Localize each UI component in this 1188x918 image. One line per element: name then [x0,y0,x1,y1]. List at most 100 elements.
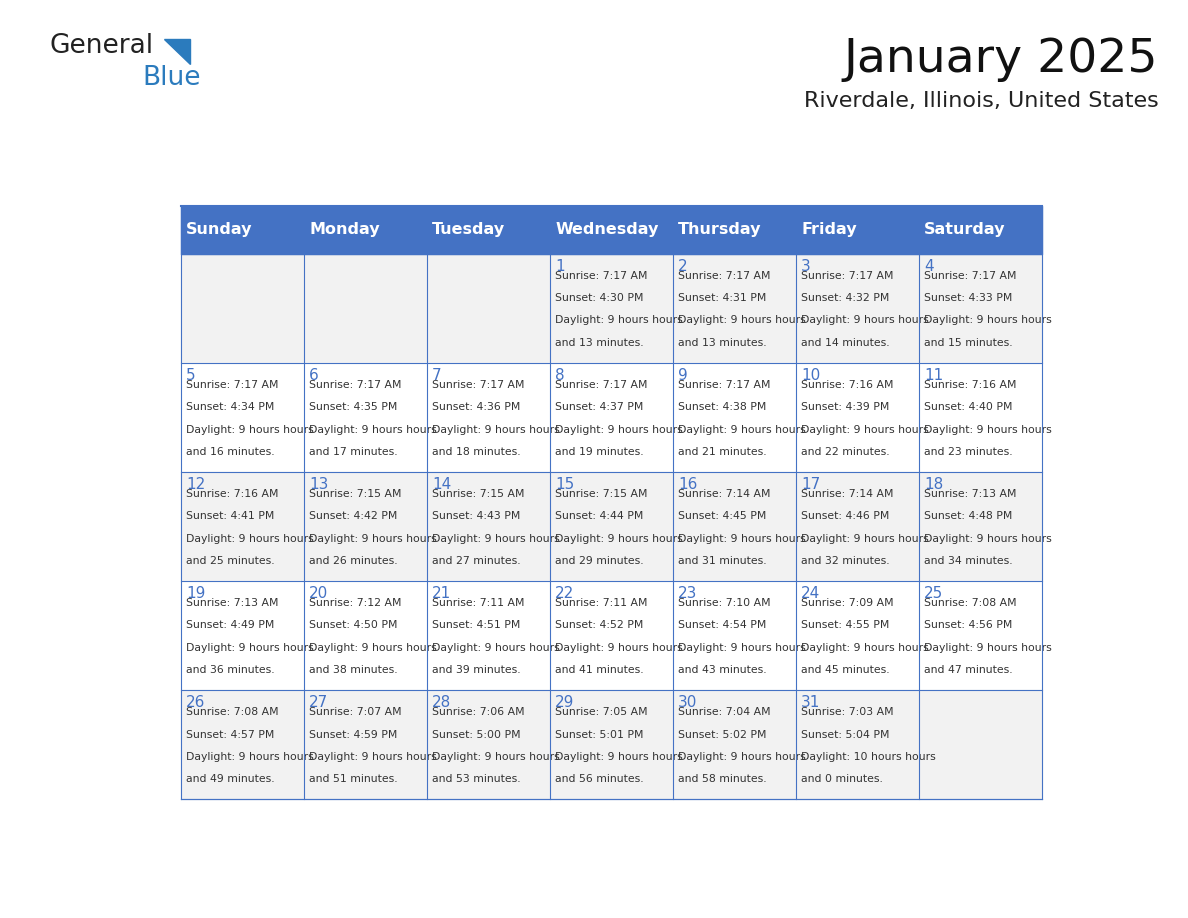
Text: Wednesday: Wednesday [555,222,658,237]
Text: Daylight: 9 hours hours: Daylight: 9 hours hours [678,424,805,434]
Text: 13: 13 [309,476,329,492]
Bar [918,253,1042,363]
Text: Daylight: 9 hours hours: Daylight: 9 hours hours [678,316,805,325]
Text: Sunset: 4:36 PM: Sunset: 4:36 PM [432,402,520,412]
Text: Thursday: Thursday [678,222,762,237]
Text: Daylight: 9 hours hours: Daylight: 9 hours hours [924,533,1051,543]
Text: 18: 18 [924,476,943,492]
Bar [796,472,918,581]
Text: Daylight: 9 hours hours: Daylight: 9 hours hours [309,752,437,762]
Text: Daylight: 9 hours hours: Daylight: 9 hours hours [555,533,683,543]
Bar [304,690,426,800]
Text: Daylight: 9 hours hours: Daylight: 9 hours hours [555,316,683,325]
Text: Sunrise: 7:03 AM: Sunrise: 7:03 AM [801,707,893,717]
Text: and 56 minutes.: and 56 minutes. [555,774,644,784]
Text: Daylight: 9 hours hours: Daylight: 9 hours hours [924,424,1051,434]
Text: Sunrise: 7:10 AM: Sunrise: 7:10 AM [678,598,771,608]
Bar [181,581,304,690]
Text: Blue: Blue [143,65,201,91]
Text: Daylight: 9 hours hours: Daylight: 9 hours hours [309,643,437,653]
Text: and 16 minutes.: and 16 minutes. [187,447,274,457]
Text: Sunset: 4:44 PM: Sunset: 4:44 PM [555,511,644,521]
Text: 26: 26 [187,695,206,711]
Bar [796,253,918,363]
Bar [304,581,426,690]
Text: Sunrise: 7:17 AM: Sunrise: 7:17 AM [187,380,279,390]
Text: Sunrise: 7:14 AM: Sunrise: 7:14 AM [801,489,893,498]
Text: and 51 minutes.: and 51 minutes. [309,774,398,784]
Text: and 25 minutes.: and 25 minutes. [187,556,274,566]
Text: Riverdale, Illinois, United States: Riverdale, Illinois, United States [803,91,1158,111]
Bar [181,690,304,800]
Text: Sunset: 4:35 PM: Sunset: 4:35 PM [309,402,398,412]
Text: Sunrise: 7:15 AM: Sunrise: 7:15 AM [555,489,647,498]
Bar [550,581,672,690]
Bar [918,206,1042,253]
Text: Sunrise: 7:13 AM: Sunrise: 7:13 AM [924,489,1017,498]
Text: Sunset: 4:46 PM: Sunset: 4:46 PM [801,511,890,521]
Text: 11: 11 [924,368,943,383]
Text: and 32 minutes.: and 32 minutes. [801,556,890,566]
Bar [672,253,796,363]
Text: and 18 minutes.: and 18 minutes. [432,447,520,457]
Bar [796,363,918,472]
Text: and 0 minutes.: and 0 minutes. [801,774,883,784]
Text: Daylight: 9 hours hours: Daylight: 9 hours hours [309,533,437,543]
Text: General: General [50,33,154,59]
Text: 15: 15 [555,476,575,492]
Text: Sunset: 5:00 PM: Sunset: 5:00 PM [432,730,520,740]
Text: Sunset: 4:45 PM: Sunset: 4:45 PM [678,511,766,521]
Text: 27: 27 [309,695,328,711]
Text: Sunrise: 7:06 AM: Sunrise: 7:06 AM [432,707,525,717]
Text: Daylight: 9 hours hours: Daylight: 9 hours hours [555,643,683,653]
Bar [304,472,426,581]
Text: Daylight: 9 hours hours: Daylight: 9 hours hours [187,533,314,543]
Bar [426,581,550,690]
Text: 20: 20 [309,586,328,601]
Text: Sunrise: 7:16 AM: Sunrise: 7:16 AM [801,380,893,390]
Text: Sunday: Sunday [187,222,253,237]
Text: Sunset: 4:39 PM: Sunset: 4:39 PM [801,402,890,412]
Text: 25: 25 [924,586,943,601]
Text: 4: 4 [924,259,934,274]
Bar [918,472,1042,581]
Text: and 13 minutes.: and 13 minutes. [555,338,644,348]
Text: and 14 minutes.: and 14 minutes. [801,338,890,348]
Text: Friday: Friday [801,222,857,237]
Text: and 31 minutes.: and 31 minutes. [678,556,766,566]
Text: Sunrise: 7:13 AM: Sunrise: 7:13 AM [187,598,279,608]
Text: Sunset: 4:52 PM: Sunset: 4:52 PM [555,621,644,631]
Text: and 58 minutes.: and 58 minutes. [678,774,766,784]
Text: Daylight: 9 hours hours: Daylight: 9 hours hours [924,643,1051,653]
Text: Daylight: 9 hours hours: Daylight: 9 hours hours [678,533,805,543]
Text: 10: 10 [801,368,821,383]
Text: Daylight: 9 hours hours: Daylight: 9 hours hours [309,424,437,434]
Text: Daylight: 9 hours hours: Daylight: 9 hours hours [555,752,683,762]
Text: Sunset: 4:57 PM: Sunset: 4:57 PM [187,730,274,740]
Text: and 38 minutes.: and 38 minutes. [309,666,398,675]
Bar [181,253,304,363]
Bar [304,206,426,253]
Bar [181,363,304,472]
Text: Daylight: 9 hours hours: Daylight: 9 hours hours [678,752,805,762]
Text: Sunrise: 7:08 AM: Sunrise: 7:08 AM [187,707,279,717]
Text: 6: 6 [309,368,318,383]
Text: 2: 2 [678,259,688,274]
Text: 16: 16 [678,476,697,492]
Text: Monday: Monday [309,222,380,237]
Text: Sunrise: 7:17 AM: Sunrise: 7:17 AM [924,271,1017,281]
Text: Sunrise: 7:17 AM: Sunrise: 7:17 AM [555,271,647,281]
Text: Sunrise: 7:04 AM: Sunrise: 7:04 AM [678,707,771,717]
Text: Daylight: 9 hours hours: Daylight: 9 hours hours [555,424,683,434]
Text: and 29 minutes.: and 29 minutes. [555,556,644,566]
Bar [796,206,918,253]
Bar [426,472,550,581]
Text: Sunrise: 7:07 AM: Sunrise: 7:07 AM [309,707,402,717]
Text: Sunset: 5:02 PM: Sunset: 5:02 PM [678,730,766,740]
Text: Sunset: 4:43 PM: Sunset: 4:43 PM [432,511,520,521]
Text: Sunrise: 7:11 AM: Sunrise: 7:11 AM [555,598,647,608]
Text: and 39 minutes.: and 39 minutes. [432,666,520,675]
Text: 9: 9 [678,368,688,383]
Text: and 27 minutes.: and 27 minutes. [432,556,520,566]
Bar [796,581,918,690]
